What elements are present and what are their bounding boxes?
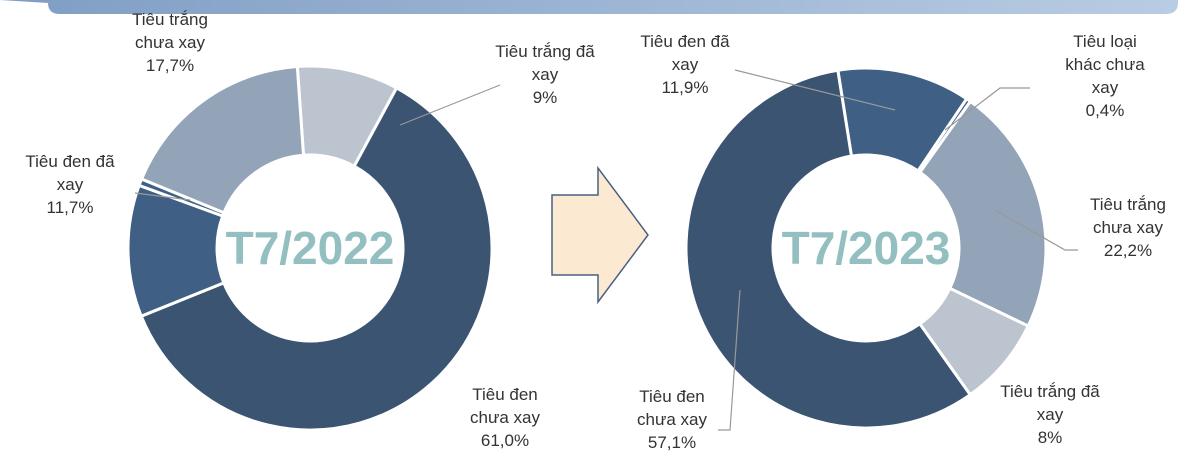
- leader-line: [134, 192, 191, 201]
- category-name: Tiêu trắng chưa xay: [1090, 195, 1166, 237]
- category-name: Tiêu đen đã xay: [640, 32, 730, 74]
- category-name: Tiêu đen đã xay: [25, 152, 115, 194]
- category-name: Tiêu đen chưa xay: [470, 385, 540, 427]
- arrow: [551, 165, 649, 305]
- center-label: T7/2022: [226, 222, 395, 274]
- value-label: 8%: [1037, 428, 1063, 447]
- category-name: Tiêu trắng đã xay: [1000, 382, 1100, 424]
- leader-line: [944, 87, 1030, 131]
- value-label: 22,2%: [1103, 241, 1153, 260]
- slice-label: Tiêu đen chưa xay 57,1%: [622, 385, 722, 454]
- value-label: 17,7%: [145, 56, 195, 75]
- donut-slice: [684, 68, 973, 430]
- leader-line: [399, 84, 501, 126]
- leader-line: [734, 69, 896, 111]
- donut-slice: [139, 64, 306, 215]
- category-name: Tiêu đen chưa xay: [637, 387, 707, 429]
- value-label: 11,7%: [46, 198, 94, 217]
- slice-label: Tiêu trắng đã xay 9%: [490, 40, 600, 109]
- center-label: T7/2023: [782, 222, 951, 274]
- top-banner: [0, 0, 1178, 14]
- value-label: 61,0%: [480, 431, 530, 450]
- slice-label: Tiêu trắng đã xay 8%: [995, 380, 1105, 449]
- value-label: 0,4%: [1085, 101, 1125, 120]
- category-name: Tiêu loại khác chưa xay: [1065, 32, 1145, 97]
- leader-line: [718, 289, 741, 431]
- value-label: 9%: [532, 88, 558, 107]
- slice-label: Tiêu đen chưa xay 61,0%: [455, 383, 555, 452]
- donut-slice: [139, 85, 494, 432]
- category-name: Tiêu trắng đã xay: [495, 42, 595, 84]
- slice-label: Tiêu đen đã xay 11,7%: [10, 150, 130, 219]
- value-label: 11,9%: [661, 78, 709, 97]
- value-label: 57,1%: [647, 433, 697, 452]
- slice-label: Tiêu loại khác chưa xay 0,4%: [1055, 30, 1155, 122]
- leader-line: [994, 209, 1078, 251]
- category-name: Tiêu trắng chưa xay: [132, 10, 208, 52]
- slice-label: Tiêu trắng chưa xay 17,7%: [115, 8, 225, 77]
- slice-label: Tiêu đen đã xay 11,9%: [640, 30, 730, 99]
- slice-label: Tiêu trắng chưa xay 22,2%: [1083, 193, 1173, 262]
- donut-slice: [917, 99, 1048, 329]
